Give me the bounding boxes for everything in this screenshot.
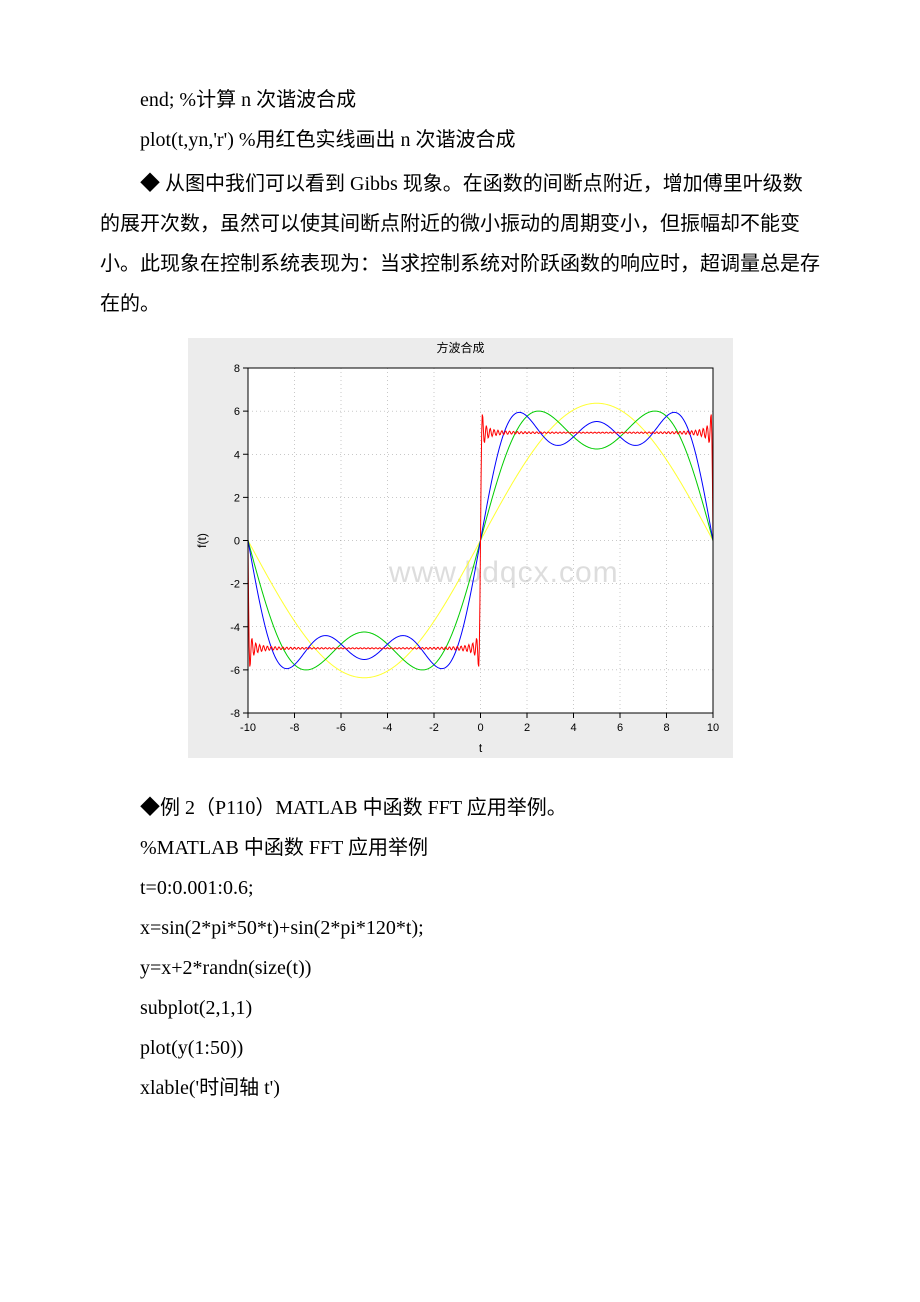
svg-text:0: 0 bbox=[233, 536, 239, 548]
svg-text:f(t): f(t) bbox=[195, 533, 209, 548]
svg-text:-2: -2 bbox=[429, 722, 439, 734]
svg-text:方波合成: 方波合成 bbox=[436, 340, 484, 355]
svg-text:10: 10 bbox=[706, 722, 718, 734]
code-ploty: plot(y(1:50)) bbox=[100, 1028, 820, 1068]
code-y: y=x+2*randn(size(t)) bbox=[100, 948, 820, 988]
code-comment: %MATLAB 中函数 FFT 应用举例 bbox=[100, 828, 820, 868]
svg-text:-4: -4 bbox=[382, 722, 392, 734]
svg-text:6: 6 bbox=[233, 406, 239, 418]
svg-text:-8: -8 bbox=[230, 708, 240, 720]
code-plot-line: plot(t,yn,'r') %用红色实线画出 n 次谐波合成 bbox=[100, 120, 820, 160]
svg-text:4: 4 bbox=[233, 449, 239, 461]
code-xlabel: xlable('时间轴 t') bbox=[100, 1068, 820, 1108]
chart-container: 方波合成www.bdqcx.com-10-8-6-4-20246810-8-6-… bbox=[100, 338, 820, 758]
svg-text:-2: -2 bbox=[230, 579, 240, 591]
svg-text:-6: -6 bbox=[336, 722, 346, 734]
svg-text:-8: -8 bbox=[289, 722, 299, 734]
svg-text:8: 8 bbox=[663, 722, 669, 734]
example2-heading: ◆例 2（P110）MATLAB 中函数 FFT 应用举例。 bbox=[100, 788, 820, 828]
svg-text:www.bdqcx.com: www.bdqcx.com bbox=[387, 556, 618, 589]
code-t: t=0:0.001:0.6; bbox=[100, 868, 820, 908]
code-x: x=sin(2*pi*50*t)+sin(2*pi*120*t); bbox=[100, 908, 820, 948]
svg-text:-6: -6 bbox=[230, 665, 240, 677]
code-end-line: end; %计算 n 次谐波合成 bbox=[100, 80, 820, 120]
square-wave-chart: 方波合成www.bdqcx.com-10-8-6-4-20246810-8-6-… bbox=[188, 338, 733, 758]
svg-text:2: 2 bbox=[233, 492, 239, 504]
paragraph-gibbs: ◆ 从图中我们可以看到 Gibbs 现象。在函数的间断点附近，增加傅里叶级数的展… bbox=[100, 164, 820, 324]
svg-text:-10: -10 bbox=[240, 722, 256, 734]
svg-text:-4: -4 bbox=[230, 622, 240, 634]
svg-text:6: 6 bbox=[616, 722, 622, 734]
svg-text:4: 4 bbox=[570, 722, 576, 734]
svg-text:8: 8 bbox=[233, 363, 239, 375]
svg-text:0: 0 bbox=[477, 722, 483, 734]
code-subplot: subplot(2,1,1) bbox=[100, 988, 820, 1028]
svg-text:2: 2 bbox=[523, 722, 529, 734]
